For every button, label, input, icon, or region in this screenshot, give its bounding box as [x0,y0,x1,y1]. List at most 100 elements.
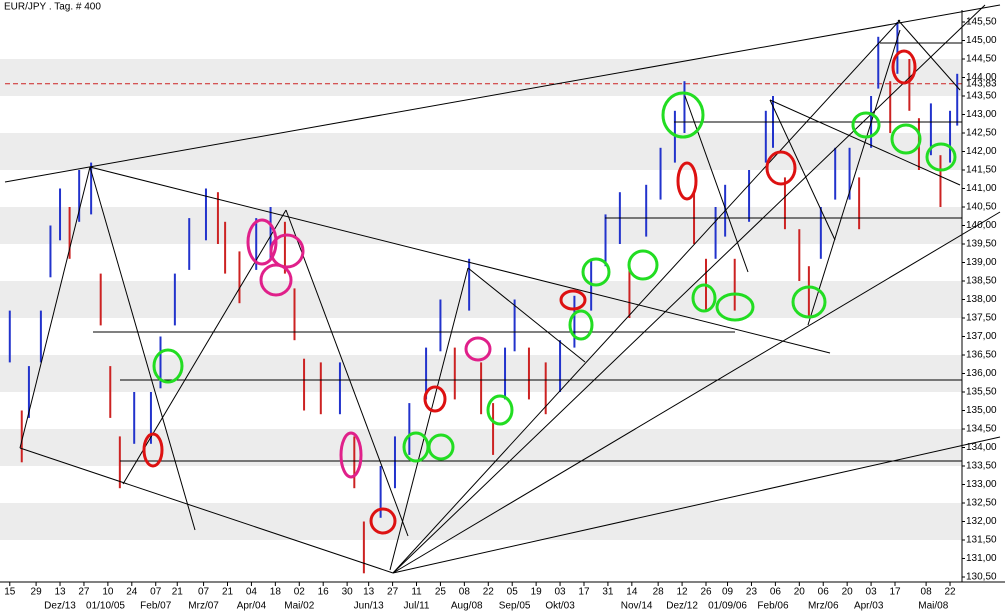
x-month-label: Dez/12 [666,601,698,612]
x-tick-label: 25 [435,587,447,598]
chart-title: EUR/JPY . Tag. # 400 [4,2,101,13]
x-month-label: Jun/13 [354,601,384,612]
x-tick-label: 27 [387,587,399,598]
x-tick-label: 06 [770,587,782,598]
x-tick-label: 15 [4,587,16,598]
y-tick-label: 132,50 [966,498,997,509]
trendlines [4,4,1001,574]
band [0,77,962,96]
y-tick-label: 139,50 [966,239,997,250]
x-tick-label: 23 [746,587,758,598]
x-month-label: Mrz/07 [188,601,219,612]
x-tick-label: 22 [483,587,495,598]
x-tick-label: 06 [818,587,830,598]
band [0,207,962,226]
x-tick-label: 02 [294,587,306,598]
x-tick-label: 16 [318,587,330,598]
y-tick-label: 136,00 [966,368,997,379]
grid [5,21,965,586]
x-month-label: Apr/03 [854,601,884,612]
y-tick-label: 140,50 [966,202,997,213]
y-tick-label: 144,00 [966,72,997,83]
x-tick-label: 27 [78,587,90,598]
x-tick-label: 03 [554,587,566,598]
x-tick-label: 18 [270,587,282,598]
x-tick-label: 20 [842,587,854,598]
x-month-label: Feb/06 [757,601,789,612]
y-tick-label: 130,50 [966,572,997,583]
y-tick-label: 138,50 [966,276,997,287]
x-month-label: Okt/03 [545,601,575,612]
x-tick-label: 03 [866,587,878,598]
x-tick-label: 19 [531,587,543,598]
x-tick-label: 13 [54,587,66,598]
x-tick-label: 05 [507,587,519,598]
x-tick-label: 22 [944,587,956,598]
annotations [142,49,957,535]
x-month-label: Sep/05 [499,601,531,612]
y-tick-label: 132,00 [966,516,997,527]
x-tick-label: 24 [126,587,138,598]
labels: 130,50 131,00 131,50 132,00 132,50 133,00 133,… [4,17,997,612]
x-month-label: Aug/08 [451,601,483,612]
x-month-label: Nov/14 [621,601,653,612]
y-tick-label: 134,50 [966,424,997,435]
y-tick-label: 138,00 [966,294,997,305]
y-tick-label: 137,00 [966,331,997,342]
band [0,225,962,244]
band [0,521,962,540]
x-month-label: Feb/07 [140,601,172,612]
y-tick-label: 135,00 [966,405,997,416]
x-month-label: Dez/13 [44,601,76,612]
x-tick-label: 04 [246,587,258,598]
y-tick-label: 133,50 [966,461,997,472]
x-tick-label: 26 [700,587,712,598]
y-tick-label: 136,50 [966,350,997,361]
x-month-label: Jul/11 [404,601,430,612]
y-tick-label: 145,50 [966,17,997,28]
y-tick-label: 141,50 [966,165,997,176]
x-tick-label: 28 [653,587,665,598]
band [0,503,962,522]
band [0,151,962,170]
x-tick-label: 08 [921,587,933,598]
y-tick-label: 142,50 [966,128,997,139]
y-tick-label: 139,00 [966,257,997,268]
y-tick-label: 135,50 [966,387,997,398]
x-tick-label: 13 [363,587,375,598]
x-month-label: Mai/02 [284,601,314,612]
x-tick-label: 29 [31,587,43,598]
x-tick-label: 10 [102,587,114,598]
x-month-label: 01/09/06 [708,601,747,612]
y-tick-label: 140,00 [966,220,997,231]
x-tick-label: 09 [722,587,734,598]
y-tick-label: 142,00 [966,146,997,157]
bands [0,59,962,540]
x-tick-label: 08 [459,587,471,598]
x-tick-label: 31 [602,587,614,598]
x-tick-label: 21 [222,587,234,598]
x-tick-label: 07 [150,587,162,598]
y-tick-label: 141,00 [966,183,997,194]
x-tick-label: 17 [889,587,901,598]
band [0,59,962,78]
y-tick-label: 144,50 [966,54,997,65]
y-tick-label: 133,00 [966,479,997,490]
y-tick-label: 143,00 [966,109,997,120]
x-month-label: Mrz/06 [808,601,839,612]
x-tick-label: 07 [198,587,210,598]
y-tick-label: 131,00 [966,553,997,564]
x-tick-label: 14 [626,587,638,598]
last-price-label: 143,83 [966,78,997,89]
y-tick-label: 145,00 [966,35,997,46]
x-tick-label: 21 [172,587,184,598]
x-tick-label: 20 [794,587,806,598]
band [0,299,962,318]
x-tick-label: 17 [578,587,590,598]
y-tick-label: 134,00 [966,442,997,453]
x-month-label: Apr/04 [237,601,267,612]
x-tick-label: 12 [677,587,689,598]
x-tick-label: 11 [411,587,422,598]
y-tick-label: 143,50 [966,91,997,102]
